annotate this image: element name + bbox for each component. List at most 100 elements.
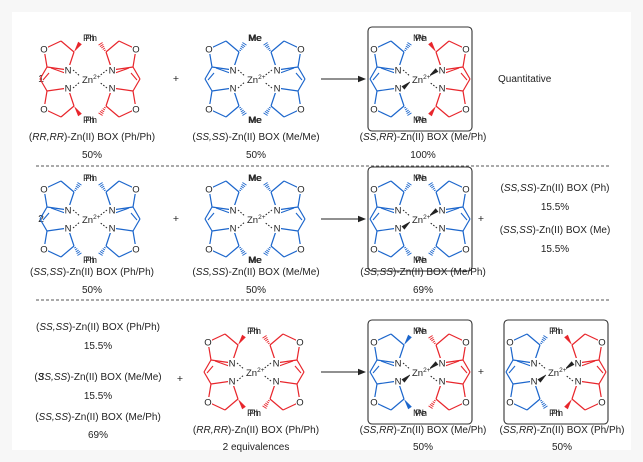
nitrogen-atom: N [439, 359, 446, 370]
atom-mask [40, 104, 48, 114]
substituent-label: Ph [415, 326, 427, 337]
bond [270, 40, 285, 53]
hash-bond [98, 112, 103, 116]
nitrogen-atom: N [395, 359, 402, 370]
row-3-mixture-1-percent: 15.5% [84, 341, 112, 352]
double-bond [580, 360, 596, 367]
bond [369, 218, 378, 232]
atom-mask [438, 223, 446, 233]
nitrogen-atom: N [439, 377, 446, 388]
bond [369, 78, 378, 92]
nitrogen-atom: N [65, 66, 72, 77]
oxygen-atom: O [40, 245, 47, 256]
nitrogen-atom: N [109, 224, 116, 235]
wedge-bond [428, 208, 439, 217]
nitrogen-atom: N [395, 84, 402, 95]
wedge-bond [238, 399, 246, 410]
bond [598, 359, 607, 373]
atom-mask [394, 65, 402, 75]
nitrogen-atom: N [274, 206, 281, 217]
nitrogen-atom: N [395, 66, 402, 77]
row-3-product-a-name: (SS,RR)-Zn(II) BOX (Me/Ph) [360, 425, 487, 436]
hash-bond [431, 338, 435, 342]
oxygen-atom: O [462, 245, 469, 256]
hash-bond [404, 248, 408, 251]
hash-bond [240, 185, 244, 189]
hash-bond [267, 248, 271, 251]
hash-bond [433, 342, 436, 345]
wedge-bond [238, 334, 246, 345]
hash-bond [268, 189, 271, 192]
wedge-bond [74, 41, 82, 52]
atom-mask [229, 83, 237, 93]
bond [39, 218, 48, 232]
double-bond [214, 360, 230, 367]
bond [462, 78, 471, 92]
wedge-bond [428, 106, 436, 117]
double-bond [215, 67, 231, 74]
bond [462, 206, 471, 220]
atom-mask [410, 72, 430, 85]
substituent-label: Ph [83, 115, 95, 126]
hash-bond [407, 252, 412, 256]
row-1-reactant-b-name: (SS,SS)-Zn(II) BOX (Me/Me) [192, 132, 319, 143]
row-2-product-name: (SS,SS)-Zn(II) BOX (Me/Ph) [360, 267, 486, 278]
bond [297, 78, 306, 92]
atom-mask [273, 205, 281, 215]
oxygen-atom: O [506, 398, 513, 409]
hash-bond [99, 251, 104, 255]
double-bond [295, 212, 303, 221]
atom-mask [297, 184, 305, 194]
atom-mask [40, 184, 48, 194]
atom-mask [204, 397, 212, 407]
substituent-label: Ph [247, 408, 259, 419]
atom-mask [438, 83, 446, 93]
hash-bond [98, 252, 103, 256]
bond [390, 180, 405, 193]
hash-bond [103, 106, 106, 109]
double-bond [279, 67, 295, 74]
atom-mask [229, 205, 237, 215]
hash-bond [404, 189, 407, 192]
atom-mask [296, 397, 304, 407]
atom-mask [530, 358, 538, 368]
row-2-number: 2 [38, 213, 44, 225]
double-bond [206, 365, 214, 374]
row-3-product-b-name: (SS,RR)-Zn(II) BOX (Ph/Ph) [499, 425, 624, 436]
hash-bond [429, 251, 434, 255]
oxygen-atom: O [370, 245, 377, 256]
bond [225, 245, 240, 258]
bond [390, 333, 405, 346]
oxygen-atom: O [205, 245, 212, 256]
hash-bond [266, 45, 270, 49]
hash-bond [103, 246, 106, 249]
atom-mask [40, 244, 48, 254]
hash-bond [263, 252, 268, 256]
atom-mask [244, 365, 264, 378]
hash-bond [239, 49, 242, 52]
hash-bond [239, 108, 243, 111]
bond [203, 371, 212, 385]
atom-mask [370, 184, 378, 194]
substituent-label: Me [249, 33, 262, 44]
atom-mask [64, 223, 72, 233]
bond [435, 40, 450, 53]
bond [462, 359, 471, 373]
double-bond [508, 365, 516, 374]
substituent-label: Ph [83, 33, 95, 44]
row-1-product-percent: 100% [410, 150, 436, 161]
atom-mask [410, 365, 430, 378]
atom-mask [297, 104, 305, 114]
hash-bond [406, 183, 411, 187]
row-1-reactant-a-name: (RR,RR)-Zn(II) BOX (Ph/Ph) [29, 132, 155, 143]
atom-mask [108, 205, 116, 215]
nitrogen-atom: N [229, 377, 236, 388]
hash-bond [405, 249, 409, 253]
hash-bond [268, 49, 271, 52]
nitrogen-atom: N [531, 377, 538, 388]
oxygen-atom: O [462, 185, 469, 196]
oxygen-atom: O [462, 105, 469, 116]
